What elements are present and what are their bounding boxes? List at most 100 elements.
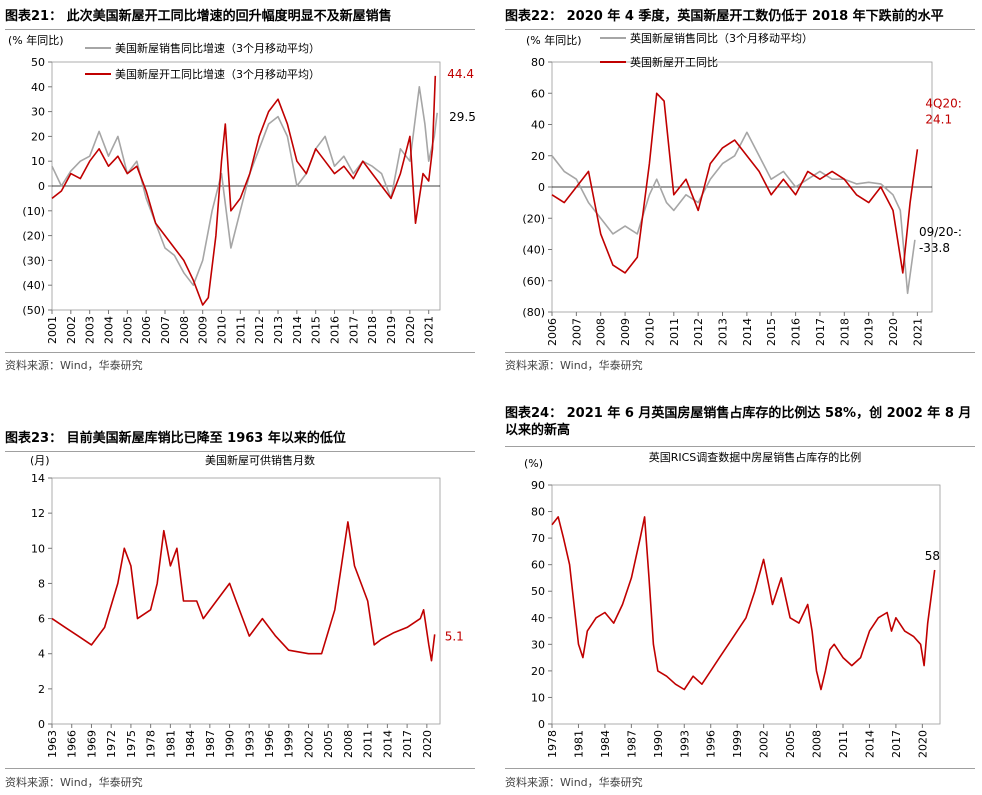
x-tick-label: 2016 — [790, 318, 803, 346]
y-tick-label: 50 — [31, 56, 45, 69]
y-tick-label: 0 — [538, 181, 545, 194]
x-tick-label: 2015 — [310, 316, 323, 344]
x-tick-label: 2020 — [404, 316, 417, 344]
y-tick-label: 30 — [31, 106, 45, 119]
x-tick-label: 2007 — [159, 316, 172, 344]
x-tick-label: 1972 — [105, 730, 118, 758]
legend-label-1: 英国新屋开工同比 — [630, 55, 718, 69]
x-tick-label: 2020 — [887, 318, 900, 346]
x-tick-label: 2020 — [916, 730, 929, 758]
series-line-0 — [551, 131, 916, 295]
x-tick-label: 2008 — [595, 318, 608, 346]
y-tick-label: 70 — [531, 532, 545, 545]
y-tick-label: 6 — [38, 613, 45, 626]
x-tick-label: 1993 — [678, 730, 691, 758]
x-tick-label: 2018 — [366, 316, 379, 344]
legend-label-0: 英国新屋销售同比（3个月移动平均） — [630, 31, 813, 45]
y-tick-label: 0 — [38, 180, 45, 193]
y-tick-label: 40 — [531, 612, 545, 625]
x-tick-label: 1999 — [731, 730, 744, 758]
series-line-1 — [51, 75, 437, 306]
title-divider — [5, 29, 475, 30]
x-tick-label: 2014 — [863, 730, 876, 758]
y-tick-label: 14 — [31, 472, 45, 485]
x-tick-label: 2004 — [103, 316, 116, 344]
x-tick-label: 2008 — [178, 316, 191, 344]
source-divider — [5, 768, 475, 769]
x-tick-label: 2008 — [811, 730, 824, 758]
x-tick-label: 2005 — [322, 730, 335, 758]
x-tick-label: 2011 — [234, 316, 247, 344]
x-tick-label: 2017 — [401, 730, 414, 758]
y-tick-label: (50) — [22, 304, 45, 317]
y-tick-label: 10 — [31, 542, 45, 555]
y-tick-label: 2 — [38, 683, 45, 696]
x-tick-label: 1963 — [46, 730, 59, 758]
y-tick-label: (60) — [522, 275, 545, 288]
y-tick-label: 20 — [31, 130, 45, 143]
y-tick-label: 10 — [531, 691, 545, 704]
y-axis-label: (% 年同比) — [526, 33, 582, 47]
y-tick-label: 4 — [38, 648, 45, 661]
x-tick-label: 2001 — [46, 316, 59, 344]
x-tick-label: 2011 — [362, 730, 375, 758]
x-tick-label: 2019 — [863, 318, 876, 346]
x-tick-label: 2013 — [272, 316, 285, 344]
source-note: 资料来源：Wind，华泰研究 — [505, 776, 643, 789]
series-line-0 — [51, 86, 438, 286]
data-label: -33.8 — [919, 241, 950, 255]
plot-frame — [551, 484, 941, 725]
source-divider — [505, 352, 975, 353]
y-tick-label: (20) — [522, 212, 545, 225]
y-tick-label: 90 — [531, 479, 545, 492]
x-tick-label: 2014 — [291, 316, 304, 344]
x-tick-label: 2002 — [65, 316, 78, 344]
x-tick-label: 2017 — [814, 318, 827, 346]
x-tick-label: 1987 — [625, 730, 638, 758]
x-tick-label: 2014 — [381, 730, 394, 758]
chart-uk-sales-to-stock: (%) 英国RICS调查数据中房屋销售占库存的比例 90 80 70 60 50 40 30 20… — [524, 450, 941, 758]
x-tick-label: 2013 — [717, 318, 730, 346]
panel-title: 图表22： 2020 年 4 季度，英国新屋开工数仍低于 2018 年下跌前的水… — [505, 9, 944, 24]
plot-frame — [51, 477, 441, 725]
x-tick-label: 2010 — [643, 318, 656, 346]
x-tick-label: 2014 — [741, 318, 754, 346]
title-divider — [505, 29, 975, 30]
x-tick-label: 2002 — [302, 730, 315, 758]
y-tick-label: 50 — [531, 585, 545, 598]
y-tick-label: 0 — [538, 718, 545, 731]
chart-uk-starts-vs-sales: (% 年同比) 80 60 40 20 0 (20) (40) (60) (80)2006 2007… — [522, 31, 962, 346]
y-tick-label: 0 — [38, 718, 45, 731]
x-tick-label: 2015 — [765, 318, 778, 346]
x-tick-label: 2008 — [342, 730, 355, 758]
x-tick-label: 1981 — [164, 730, 177, 758]
y-tick-label: 20 — [531, 665, 545, 678]
x-tick-label: 1987 — [204, 730, 217, 758]
legend-label-0: 美国新屋销售同比增速（3个月移动平均） — [115, 41, 320, 55]
y-tick-label: (80) — [522, 306, 545, 319]
y-tick-label: 60 — [531, 559, 545, 572]
x-tick-label: 2007 — [570, 318, 583, 346]
source-note: 资料来源：Wind，华泰研究 — [5, 359, 143, 372]
data-label: 44.4 — [447, 67, 474, 81]
x-tick-label: 2011 — [668, 318, 681, 346]
chart-subtitle: 美国新屋可供销售月数 — [205, 453, 315, 467]
x-tick-label: 2017 — [890, 730, 903, 758]
source-note: 资料来源：Wind，华泰研究 — [5, 776, 143, 789]
data-label: 4Q20: — [925, 96, 961, 110]
x-tick-label: 2019 — [385, 316, 398, 344]
series-line-0 — [51, 521, 436, 662]
x-tick-label: 1981 — [572, 730, 585, 758]
x-tick-label: 2006 — [140, 316, 153, 344]
y-tick-label: (10) — [22, 205, 45, 218]
panel-title: 图表21： 此次美国新屋开工同比增速的回升幅度明显不及新屋销售 — [5, 9, 392, 24]
x-tick-label: 1966 — [66, 730, 79, 758]
x-tick-label: 2021 — [911, 318, 924, 346]
x-tick-label: 1999 — [283, 730, 296, 758]
x-tick-label: 2009 — [619, 318, 632, 346]
y-tick-label: 10 — [31, 155, 45, 168]
data-label: 09/20-: — [919, 225, 962, 239]
x-tick-label: 1996 — [705, 730, 718, 758]
x-tick-label: 2006 — [546, 318, 559, 346]
